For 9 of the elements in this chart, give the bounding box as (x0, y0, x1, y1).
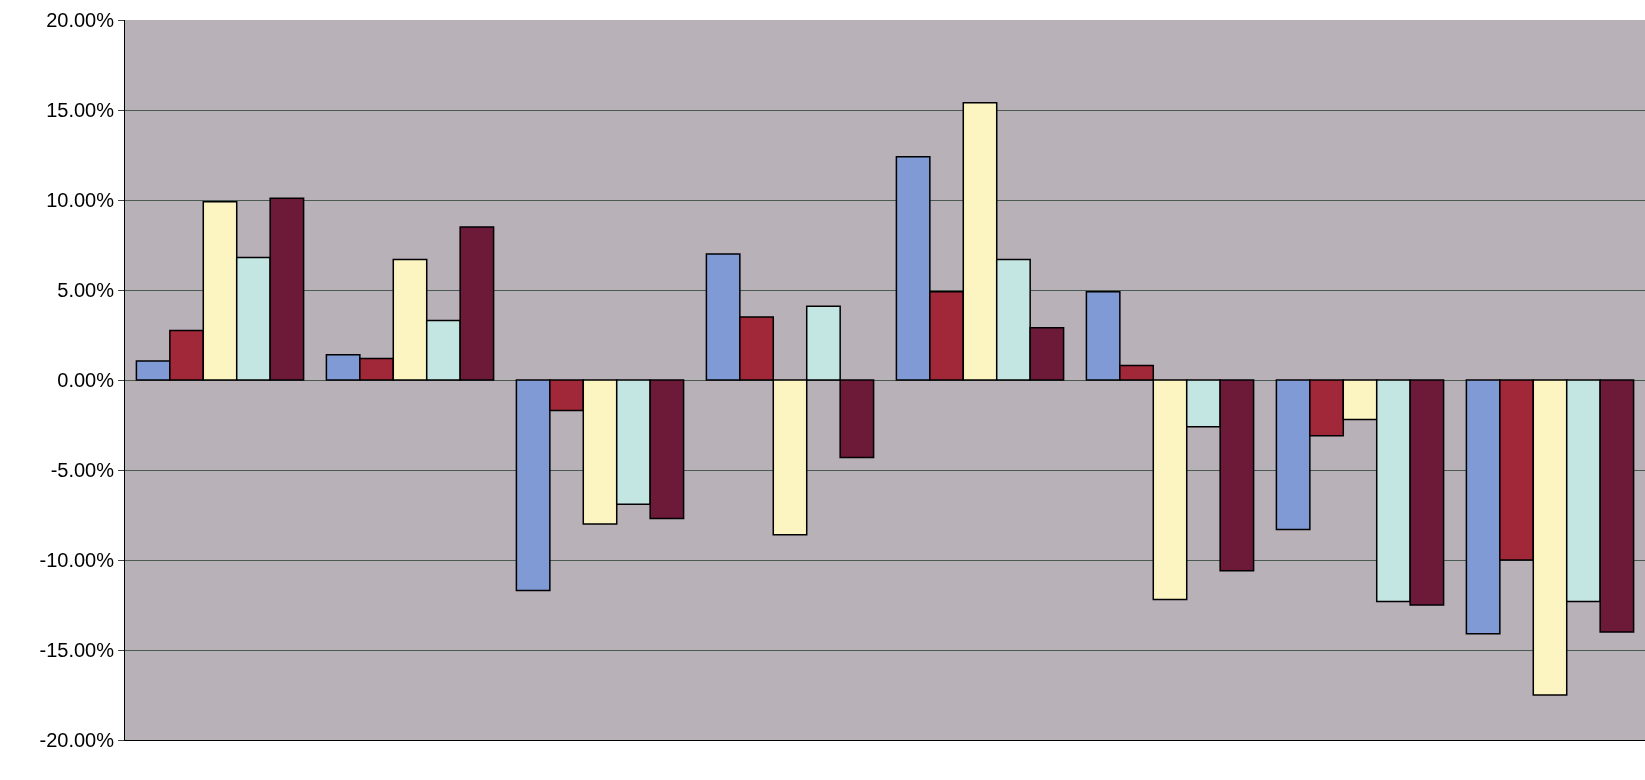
y-tick-label: -20.00% (39, 729, 115, 751)
y-tick-label: -15.00% (39, 639, 115, 661)
y-tick-label: 5.00% (57, 279, 115, 301)
y-tick-label: 20.00% (46, 9, 115, 31)
y-tick-label: -10.00% (39, 549, 115, 571)
y-tick-label: 0.00% (57, 369, 115, 391)
y-tick-label: 10.00% (46, 189, 115, 211)
y-tick-label: -5.00% (50, 459, 115, 481)
y-tick-label: 15.00% (46, 99, 115, 121)
